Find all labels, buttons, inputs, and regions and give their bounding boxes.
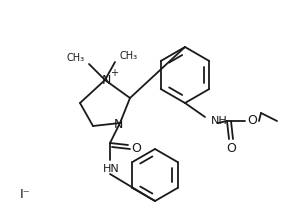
- Text: O: O: [131, 141, 141, 155]
- Text: NH: NH: [211, 116, 228, 126]
- Text: +: +: [110, 68, 118, 78]
- Text: N: N: [101, 73, 111, 87]
- Text: CH₃: CH₃: [67, 53, 85, 63]
- Text: I⁻: I⁻: [20, 189, 31, 201]
- Text: HN: HN: [103, 164, 119, 174]
- Text: O: O: [247, 114, 257, 128]
- Text: O: O: [226, 141, 236, 155]
- Text: N: N: [113, 119, 123, 131]
- Text: CH₃: CH₃: [119, 51, 137, 61]
